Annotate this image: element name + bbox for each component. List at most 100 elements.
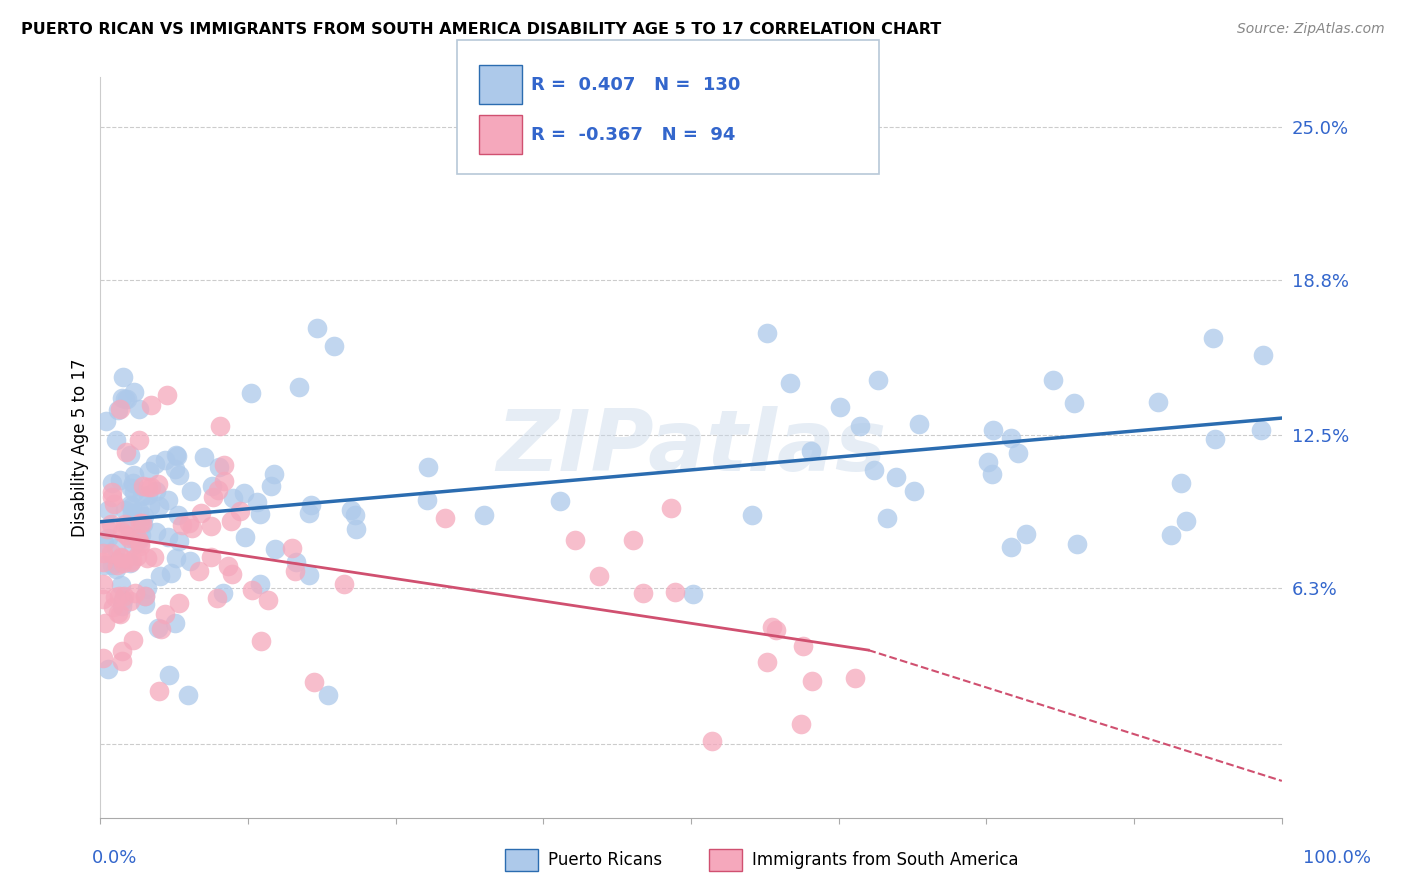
Point bbox=[96, 522, 118, 536]
Point bbox=[249, 634, 271, 648]
Point bbox=[800, 674, 823, 689]
Point bbox=[104, 590, 127, 604]
Point bbox=[830, 400, 852, 414]
Point bbox=[264, 541, 287, 556]
Point bbox=[104, 434, 127, 448]
Point bbox=[664, 585, 686, 599]
Point bbox=[779, 376, 801, 390]
Point bbox=[176, 688, 198, 702]
Point bbox=[682, 587, 704, 601]
Point bbox=[169, 467, 191, 482]
Point bbox=[193, 450, 215, 464]
Point bbox=[977, 455, 1000, 469]
Point bbox=[299, 498, 322, 512]
Point bbox=[621, 533, 644, 548]
Point bbox=[139, 499, 162, 513]
Point bbox=[105, 558, 128, 572]
Point bbox=[659, 500, 682, 515]
Point bbox=[135, 550, 157, 565]
Point bbox=[790, 717, 813, 731]
Point bbox=[110, 473, 132, 487]
Point bbox=[128, 533, 150, 547]
Point bbox=[166, 448, 188, 462]
Text: 100.0%: 100.0% bbox=[1303, 849, 1371, 867]
Point bbox=[101, 476, 124, 491]
Point bbox=[100, 546, 122, 560]
Point bbox=[129, 516, 152, 531]
Point bbox=[1202, 331, 1225, 345]
Point bbox=[1042, 373, 1064, 387]
Point bbox=[1000, 540, 1022, 554]
Point bbox=[1007, 446, 1029, 460]
Point bbox=[139, 480, 162, 494]
Point bbox=[122, 485, 145, 500]
Point bbox=[93, 615, 115, 630]
Text: PUERTO RICAN VS IMMIGRANTS FROM SOUTH AMERICA DISABILITY AGE 5 TO 17 CORRELATION: PUERTO RICAN VS IMMIGRANTS FROM SOUTH AM… bbox=[21, 22, 942, 37]
Point bbox=[132, 509, 155, 524]
Point bbox=[298, 506, 321, 520]
Point bbox=[93, 535, 115, 549]
Point bbox=[97, 662, 120, 676]
Point bbox=[179, 554, 201, 568]
Point bbox=[205, 591, 228, 605]
Point bbox=[159, 566, 181, 581]
Point bbox=[124, 586, 146, 600]
Point bbox=[97, 503, 120, 517]
Point bbox=[167, 508, 190, 522]
Point bbox=[305, 321, 328, 335]
Point bbox=[103, 599, 125, 614]
Point bbox=[120, 481, 142, 495]
Point bbox=[229, 503, 252, 517]
Point bbox=[153, 453, 176, 467]
Point bbox=[876, 510, 898, 524]
Point bbox=[257, 593, 280, 607]
Point bbox=[131, 516, 153, 531]
Point bbox=[108, 402, 131, 417]
Point bbox=[149, 622, 172, 636]
Text: R =  0.407   N =  130: R = 0.407 N = 130 bbox=[531, 76, 741, 94]
Point bbox=[110, 549, 132, 564]
Point bbox=[111, 525, 134, 540]
Point bbox=[1000, 431, 1022, 445]
Text: ZIPatlas: ZIPatlas bbox=[496, 406, 886, 489]
Point bbox=[127, 533, 149, 547]
Point bbox=[700, 734, 723, 748]
Point bbox=[138, 465, 160, 479]
Point bbox=[122, 467, 145, 482]
Point bbox=[128, 402, 150, 417]
Point bbox=[339, 503, 361, 517]
Point bbox=[548, 493, 571, 508]
Point bbox=[120, 448, 142, 462]
Point bbox=[145, 524, 167, 539]
Point bbox=[148, 684, 170, 698]
Point bbox=[97, 531, 120, 545]
Point bbox=[108, 590, 131, 604]
Point bbox=[1204, 432, 1226, 446]
Point bbox=[153, 607, 176, 621]
Point bbox=[260, 479, 283, 493]
Point bbox=[416, 493, 439, 508]
Point bbox=[844, 671, 866, 685]
Point bbox=[129, 536, 152, 550]
Point bbox=[136, 480, 159, 494]
Point bbox=[114, 503, 136, 517]
Point bbox=[1063, 396, 1085, 410]
Point bbox=[93, 558, 115, 572]
Point bbox=[121, 499, 143, 513]
Point bbox=[298, 567, 321, 582]
Point bbox=[91, 546, 114, 560]
Point bbox=[91, 591, 114, 606]
Point bbox=[981, 467, 1004, 481]
Y-axis label: Disability Age 5 to 17: Disability Age 5 to 17 bbox=[72, 359, 89, 537]
Point bbox=[212, 458, 235, 473]
Point bbox=[128, 433, 150, 447]
Point bbox=[246, 494, 269, 508]
Point bbox=[434, 511, 457, 525]
Point bbox=[121, 506, 143, 520]
Point bbox=[564, 533, 586, 548]
Point bbox=[91, 651, 114, 665]
Point bbox=[981, 423, 1004, 437]
Point bbox=[285, 555, 308, 569]
Point bbox=[112, 370, 135, 384]
Point bbox=[91, 576, 114, 591]
